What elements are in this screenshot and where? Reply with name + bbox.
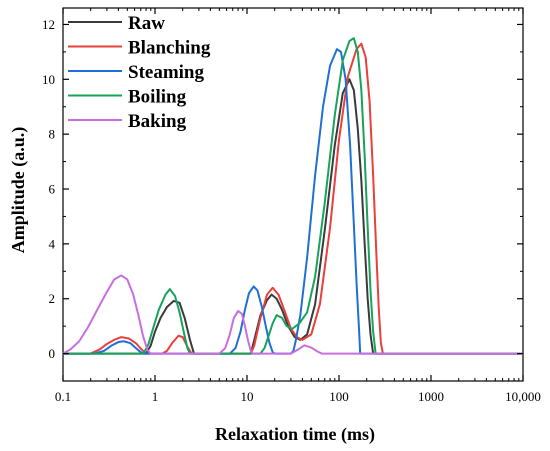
x-tick-label: 10,000 [505,389,541,404]
y-tick-label: 6 [49,182,56,197]
legend-label: Baking [128,111,187,132]
series-line-steaming [63,48,523,355]
y-tick-label: 12 [42,17,55,32]
x-tick-label: 10 [241,389,254,404]
x-tick-label: 1000 [418,389,444,404]
x-tick-label: 0.1 [55,389,71,404]
legend-item-raw: Raw [68,13,165,34]
series-line-boiling [63,37,523,355]
x-axis-title: Relaxation time (ms) [215,424,375,445]
tick-layer: 0.1 1 10 100 1000 10,000 0 2 4 6 8 10 12 [42,8,541,404]
legend-item-blanching: Blanching [68,38,211,59]
x-tick-label: 100 [329,389,349,404]
legend: Raw Blanching Steaming Boiling Baking [68,13,211,132]
series-line-baking [62,274,523,355]
series-line-raw [63,78,523,355]
y-axis-title: Amplitude (a.u.) [8,127,29,254]
legend-item-steaming: Steaming [68,62,205,83]
y-tick-label: 4 [49,236,56,251]
plot-border [62,7,524,382]
legend-item-baking: Baking [68,111,187,132]
legend-label: Blanching [128,38,211,59]
series-line-blanching [63,42,523,355]
x-tick-label: 1 [152,389,159,404]
y-tick-label: 0 [49,346,56,361]
legend-label: Boiling [128,87,187,108]
series-layer [62,37,523,355]
y-tick-label: 2 [49,291,56,306]
plot-frame [62,7,524,382]
legend-item-boiling: Boiling [68,87,187,108]
legend-label: Raw [128,13,165,34]
legend-label: Steaming [128,62,205,83]
y-tick-label: 10 [42,72,55,87]
y-tick-label: 8 [49,127,56,142]
